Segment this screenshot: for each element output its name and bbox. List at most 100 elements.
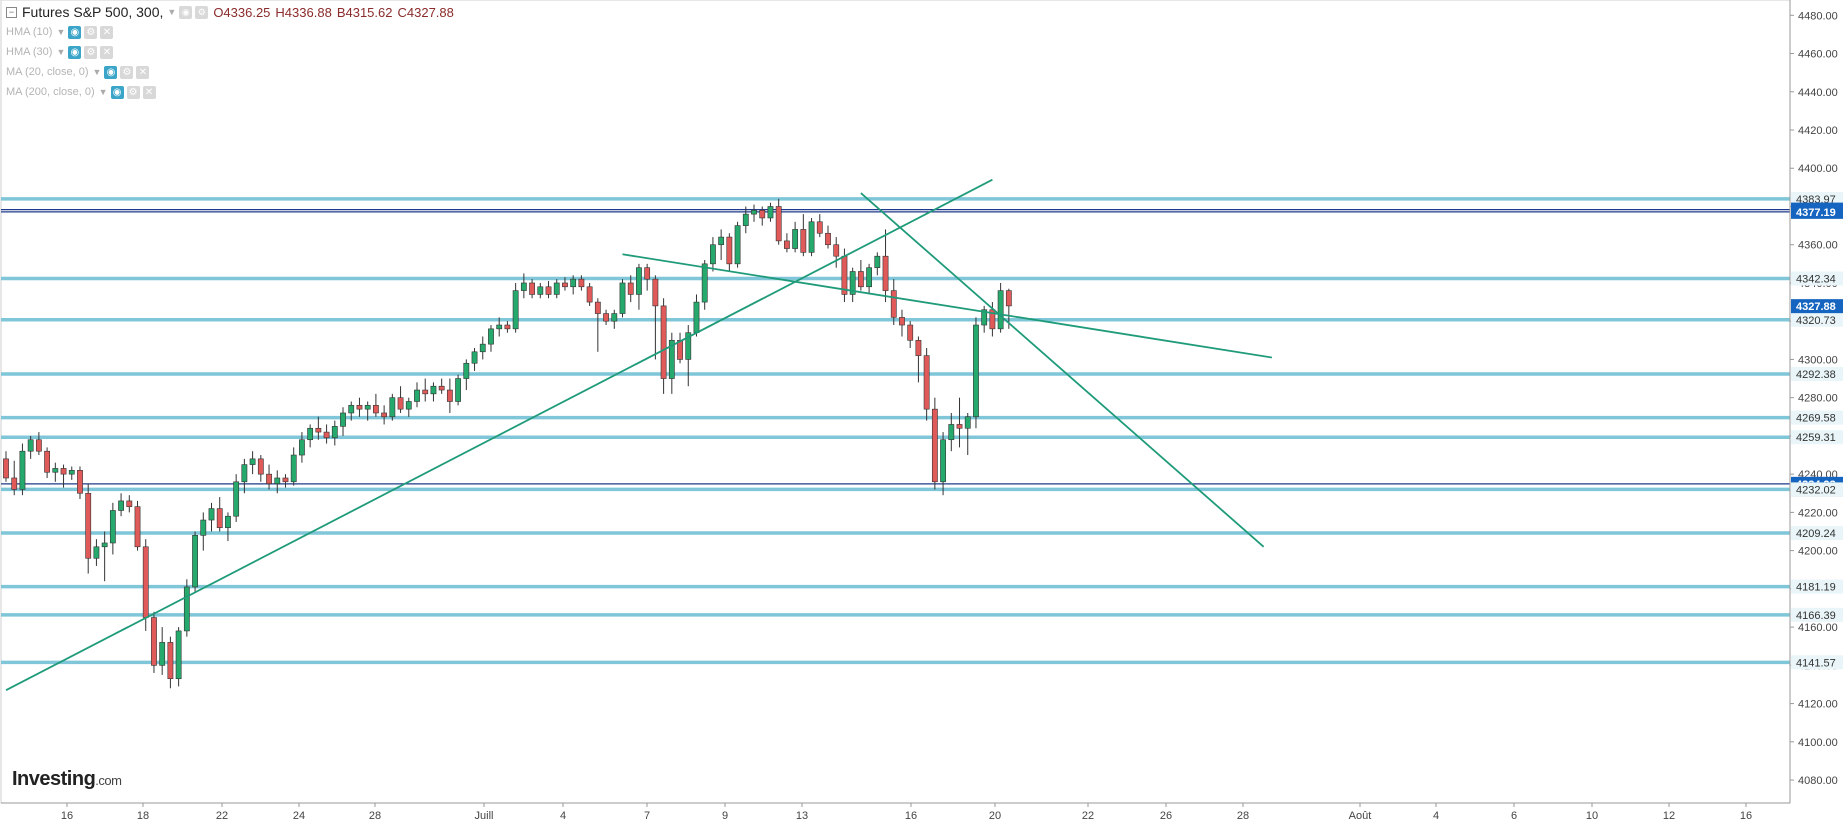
y-tick-label: 4300.00 [1798, 354, 1838, 366]
y-tick-label: 4420.00 [1798, 125, 1838, 137]
gear-icon[interactable]: ⚙ [195, 5, 209, 19]
gear-icon[interactable]: ⚙ [84, 45, 98, 59]
x-tick-label: 16 [61, 810, 73, 822]
x-tick-label: 16 [1740, 810, 1752, 822]
candle-down [915, 340, 922, 356]
candle-down [586, 286, 593, 303]
x-tick-label: 28 [369, 810, 381, 822]
close-icon[interactable]: ✕ [136, 65, 150, 79]
candle-down [677, 340, 683, 360]
candle-down [800, 229, 807, 253]
candle-down [44, 450, 50, 473]
candle-down [315, 427, 322, 433]
candle-up [101, 542, 108, 548]
y-tick-label: 4400.00 [1798, 163, 1838, 175]
candle-up [849, 271, 856, 295]
level-label: 4377.19 [1796, 207, 1836, 219]
candle-up [249, 458, 256, 465]
candle-up [964, 416, 971, 429]
candle-down [857, 271, 864, 288]
candle-down [545, 286, 552, 295]
gear-icon[interactable]: ⚙ [126, 85, 140, 99]
level-label: 4320.73 [1796, 315, 1836, 327]
level-label: 4342.34 [1796, 273, 1836, 285]
eye-icon[interactable]: ◉ [179, 5, 193, 19]
x-tick-label: 22 [1082, 810, 1094, 822]
chevron-down-icon[interactable]: ▼ [98, 87, 108, 97]
eye-icon[interactable]: ◉ [104, 65, 118, 79]
close-icon[interactable]: ✕ [142, 85, 156, 99]
trend-line [622, 253, 1273, 359]
chevron-down-icon[interactable]: ▼ [56, 47, 66, 57]
x-tick-label: Juill [475, 810, 494, 822]
candle-down [775, 206, 782, 242]
candle-down [397, 397, 404, 410]
logo-suffix: .com [95, 773, 122, 788]
close-icon[interactable]: ✕ [100, 25, 114, 39]
eye-icon[interactable]: ◉ [68, 45, 82, 59]
ohlc-close: C4327.88 [397, 4, 454, 20]
candle-up [414, 389, 420, 402]
y-tick-label: 4080.00 [1798, 775, 1838, 787]
x-tick-label: 26 [1160, 810, 1172, 822]
candle-up [274, 477, 281, 485]
candle-down [759, 210, 766, 219]
candle-up [866, 267, 872, 288]
candle-down [562, 282, 568, 288]
level-label-bg [1791, 579, 1843, 594]
level-label: 4166.39 [1796, 610, 1836, 622]
candle-up [455, 378, 461, 402]
indicator-row: MA (20, close, 0) ▼ ◉ ⚙ ✕ [6, 62, 454, 82]
candle-down [882, 255, 889, 291]
chevron-down-icon[interactable]: ▼ [92, 67, 102, 77]
x-tick-label: 28 [1237, 810, 1249, 822]
current-price-label: 4327.88 [1796, 301, 1836, 313]
candle-up [948, 424, 955, 441]
chevron-down-icon[interactable]: ▼ [167, 7, 177, 17]
candle-up [701, 263, 708, 303]
candle-down [11, 477, 18, 490]
candle-down [1005, 290, 1012, 307]
indicator-name: MA (200, close, 0) [6, 86, 95, 98]
candle-up [118, 500, 124, 511]
candle-up [192, 535, 198, 588]
x-tick-label: 24 [293, 810, 305, 822]
x-tick-label: 12 [1663, 810, 1675, 822]
candle-down [77, 470, 83, 494]
candle-down [356, 405, 363, 410]
candle-up [109, 510, 116, 544]
candle-up [290, 454, 297, 483]
candle-down [266, 473, 272, 485]
candle-up [175, 630, 182, 680]
candle-up [636, 267, 642, 295]
x-tick-label: 10 [1586, 810, 1598, 822]
candle-down [422, 389, 429, 395]
candle-up [340, 412, 346, 427]
collapse-icon[interactable]: − [6, 6, 17, 18]
y-tick-label: 4280.00 [1798, 393, 1838, 405]
candle-up [808, 221, 815, 253]
candle-down [956, 424, 963, 429]
eye-icon[interactable]: ◉ [110, 85, 124, 99]
candle-up [685, 332, 692, 360]
x-tick-label: 13 [796, 810, 808, 822]
candle-down [783, 240, 790, 249]
chevron-down-icon[interactable]: ▼ [56, 27, 66, 37]
candle-down [931, 408, 938, 483]
level-label: 4232.02 [1796, 484, 1836, 496]
candle-up [93, 546, 100, 559]
candle-up [208, 508, 215, 521]
level-label-bg [1791, 367, 1843, 382]
indicator-name: MA (20, close, 0) [6, 66, 89, 78]
candle-down [85, 492, 92, 559]
candle-up [233, 481, 240, 517]
gear-icon[interactable]: ⚙ [120, 65, 134, 79]
y-tick-label: 4480.00 [1798, 10, 1838, 22]
candle-up [307, 427, 314, 441]
gear-icon[interactable]: ⚙ [84, 25, 98, 39]
candle-up [364, 405, 371, 410]
close-icon[interactable]: ✕ [100, 45, 114, 59]
eye-icon[interactable]: ◉ [68, 25, 82, 39]
